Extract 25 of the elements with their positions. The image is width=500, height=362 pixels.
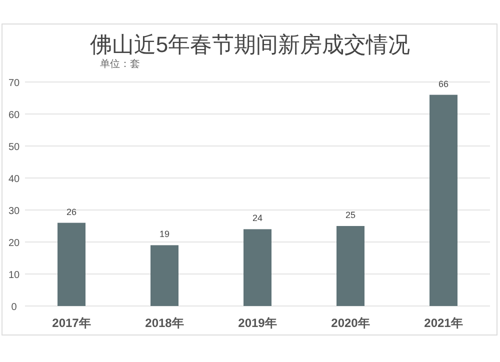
- bar: [150, 245, 178, 306]
- x-tick-label: 2018年: [145, 316, 184, 330]
- bar: [430, 94, 458, 306]
- y-tick-label: 30: [8, 206, 20, 217]
- y-tick-label: 10: [8, 270, 20, 281]
- data-label: 24: [252, 213, 263, 224]
- bar: [336, 226, 364, 306]
- data-label: 26: [66, 206, 77, 217]
- y-tick-label: 70: [8, 78, 20, 89]
- data-label: 19: [159, 229, 170, 240]
- data-label: 25: [345, 210, 356, 220]
- text: 单位：套: [100, 58, 140, 70]
- x-tick-label: 2017年: [52, 316, 91, 330]
- x-tick-label: 2020年: [331, 316, 370, 330]
- x-tick-label: 2021年: [424, 316, 463, 330]
- y-tick-label: 40: [8, 174, 20, 185]
- y-tick-label: 20: [8, 238, 20, 249]
- y-tick-label: 50: [8, 142, 20, 153]
- bar: [244, 229, 272, 306]
- x-tick-label: 2019年: [238, 316, 277, 330]
- data-label: 66: [438, 78, 449, 89]
- y-tick-label: 60: [8, 110, 20, 121]
- bar: [58, 222, 86, 306]
- y-tick-label: 0: [11, 302, 18, 313]
- chart-title: 佛山近5年春节期间新房成交情况: [90, 32, 410, 57]
